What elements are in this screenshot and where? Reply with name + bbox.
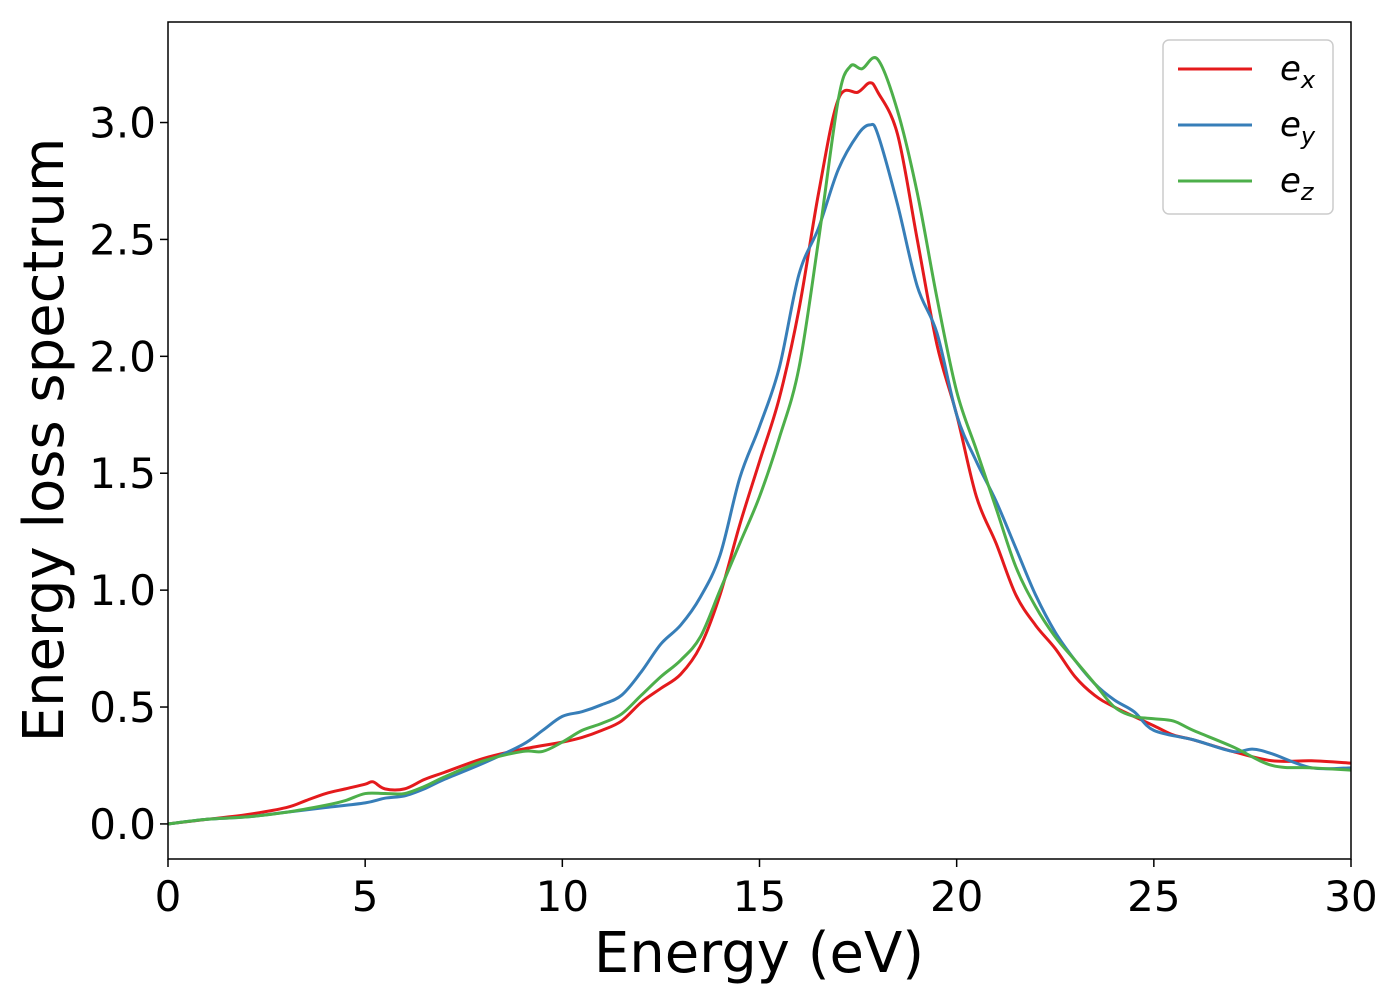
- y-axis: 0.0 0.5 1.0 1.5 2.0 2.5 3.0: [89, 99, 168, 849]
- legend-label-e-z: ez: [1280, 161, 1315, 206]
- legend-frame: [1162, 39, 1334, 215]
- y-tick-label: 0.5: [89, 683, 156, 732]
- legend-label-e-x: ex: [1280, 49, 1316, 94]
- y-tick-label: 2.0: [89, 332, 156, 381]
- series-line-e-x: [168, 81, 1351, 826]
- legend: ex ey ez: [1162, 39, 1334, 215]
- x-tick-label: 30: [1324, 872, 1377, 921]
- x-tick-label: 10: [536, 872, 589, 921]
- legend-label-e-y: ey: [1280, 105, 1316, 150]
- x-axis-label: Energy (eV): [594, 921, 924, 986]
- series-layer: [168, 56, 1351, 826]
- series-line-e-y: [168, 122, 1351, 826]
- x-tick-label: 15: [733, 872, 786, 921]
- x-tick-label: 25: [1127, 872, 1180, 921]
- y-tick-label: 1.5: [89, 449, 156, 498]
- y-tick-label: 1.0: [89, 566, 156, 615]
- series-line-e-z: [168, 56, 1351, 826]
- y-axis-label: Energy loss spectrum: [12, 138, 77, 743]
- x-tick-label: 0: [155, 872, 182, 921]
- x-tick-label: 5: [352, 872, 379, 921]
- y-tick-label: 0.0: [89, 800, 156, 849]
- x-axis: 0 5 10 15 20 25 30: [155, 859, 1378, 921]
- y-tick-label: 2.5: [89, 215, 156, 264]
- y-tick-label: 3.0: [89, 99, 156, 148]
- x-tick-label: 20: [930, 872, 983, 921]
